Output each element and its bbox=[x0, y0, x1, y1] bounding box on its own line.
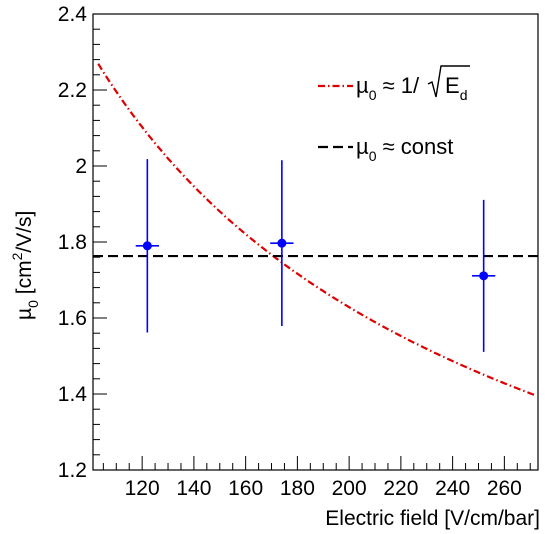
x-tick-label: 120 bbox=[125, 477, 160, 500]
data-point bbox=[142, 241, 152, 251]
x-tick-label: 240 bbox=[435, 477, 470, 500]
legend: µ0 ≈ 1/ Ed µ0 ≈ const bbox=[318, 65, 470, 164]
sqrt-symbol bbox=[427, 65, 470, 98]
y-tick-label: 2.2 bbox=[58, 79, 87, 102]
x-tick-label: 180 bbox=[280, 477, 315, 500]
y-axis-title: µ0 [cm2/V/s] bbox=[9, 211, 41, 320]
legend-root-term: Ed bbox=[445, 73, 467, 103]
y-tick-label: 1.6 bbox=[58, 307, 87, 330]
x-axis-title: Electric field [V/cm/bar] bbox=[325, 507, 540, 530]
legend-label-const: µ0 ≈ const bbox=[356, 134, 453, 164]
model-curve-inverse-sqrt bbox=[97, 63, 536, 397]
y-tick-label: 2 bbox=[75, 155, 87, 178]
y-tick-label: 1.2 bbox=[58, 459, 87, 482]
data-point bbox=[479, 271, 489, 281]
svg-text:µ0 [cm2/V/s]: µ0 [cm2/V/s] bbox=[9, 211, 41, 320]
data-point bbox=[277, 238, 287, 248]
legend-label-inverse-sqrt: µ0 ≈ 1/ bbox=[356, 73, 420, 103]
x-tick-label: 140 bbox=[176, 477, 211, 500]
plot-frame bbox=[92, 13, 539, 471]
y-tick-label: 2.4 bbox=[58, 3, 88, 26]
x-tick-label: 200 bbox=[332, 477, 367, 500]
y-tick-label: 1.8 bbox=[58, 231, 87, 254]
y-tick-label: 1.4 bbox=[58, 383, 88, 406]
plot-area: 120 140 160 180 200 220 240 260 1.2 1.4 1.6 1.8 2 2.2… bbox=[58, 3, 539, 500]
x-tick-label: 260 bbox=[487, 477, 522, 500]
x-tick-label: 220 bbox=[383, 477, 418, 500]
x-tick-label: 160 bbox=[228, 477, 263, 500]
